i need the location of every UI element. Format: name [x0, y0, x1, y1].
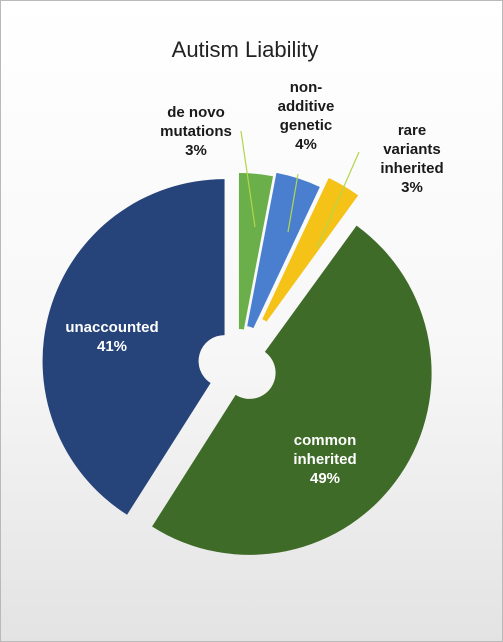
label-line: common [294, 432, 357, 449]
label-line: 41% [97, 338, 127, 355]
slices-group [42, 172, 432, 555]
slice-non-additive-genetic [247, 172, 320, 329]
leader-line-rare-variants-inherited [316, 151, 360, 249]
slice-rare-variants-inherited [262, 177, 359, 322]
label-line: variants [383, 141, 441, 158]
label-rare-variants-inherited: rare variants inherited 3% [380, 122, 443, 196]
label-line: rare [398, 122, 426, 139]
slice-common-inherited [152, 225, 432, 555]
chart-title: Autism Liability [172, 37, 319, 62]
label-line: 4% [295, 136, 317, 153]
labels-group: de novo mutations 3% non-additive genetic 4% r… [65, 79, 443, 487]
slice-unaccounted [42, 179, 225, 515]
label-line: 49% [310, 470, 340, 487]
label-line: non- [290, 79, 322, 96]
label-line: 3% [185, 142, 207, 159]
label-line: unaccounted [65, 319, 158, 336]
label-line: genetic [280, 117, 333, 134]
label-line: additive [278, 98, 335, 115]
label-line: mutations [160, 123, 232, 140]
leader-line-non-additive-genetic [287, 173, 299, 233]
label-line: de novo [167, 104, 225, 121]
slice-de-novo-mutations [238, 173, 274, 330]
label-non-additive-genetic: non-additive genetic 4% [278, 79, 335, 153]
label-de-novo-mutations: de novo mutations 3% [160, 104, 232, 159]
label-common-inherited: common inherited 49% [293, 432, 356, 487]
leader-line-de-novo-mutations [240, 130, 256, 228]
label-unaccounted: unaccounted 41% [65, 319, 158, 355]
label-line: 3% [401, 179, 423, 196]
label-line: inherited [293, 451, 356, 468]
label-line: inherited [380, 160, 443, 177]
leader-lines-group [240, 130, 360, 249]
